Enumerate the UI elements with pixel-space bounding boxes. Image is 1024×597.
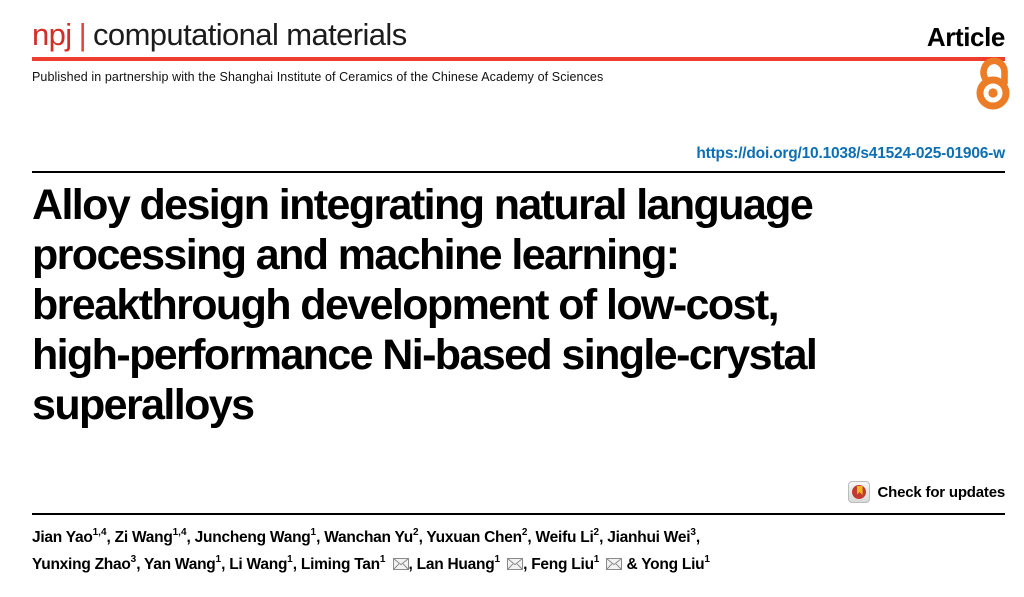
author-divider-rule — [32, 513, 1005, 515]
author: Weifu Li2 — [535, 526, 600, 546]
journal-masthead: npj | computational materials Article — [32, 15, 1005, 53]
author: Yan Wang1 — [144, 553, 222, 573]
article-title-line: Alloy design integrating natural languag… — [32, 181, 814, 229]
author: Li Wang1 — [229, 553, 293, 573]
author: Wanchan Yu2 — [324, 526, 419, 546]
partnership-statement: Published in partnership with the Shangh… — [32, 70, 604, 84]
author-affiliation-superscript: 1 — [704, 553, 710, 565]
author-affiliation-superscript: 3 — [690, 526, 696, 538]
author: Lan Huang1 — [417, 553, 524, 573]
author: Jianhui Wei3 — [607, 526, 696, 546]
author: Yunxing Zhao3 — [32, 553, 137, 573]
author: Juncheng Wang1 — [194, 526, 317, 546]
author-affiliation-superscript: 1,4 — [172, 526, 187, 538]
author-affiliation-superscript: 2 — [521, 526, 528, 538]
crossmark-icon — [847, 481, 870, 503]
article-title-line: superalloys — [32, 381, 255, 429]
black-divider-rule — [32, 171, 1005, 173]
doi-link[interactable]: https://doi.org/10.1038/s41524-025-01906… — [696, 145, 1005, 162]
author-affiliation-superscript: 3 — [130, 553, 137, 565]
article-title-line: high-performance Ni-based single-crystal — [32, 331, 818, 379]
red-divider-rule — [32, 57, 1005, 61]
author-affiliation-superscript: 1 — [379, 553, 386, 565]
author-affiliation-superscript: 1 — [494, 553, 501, 565]
article-title: Alloy design integrating natural languag… — [32, 180, 1005, 430]
doi-row: https://doi.org/10.1038/s41524-025-01906… — [32, 145, 1005, 163]
check-for-updates-label: Check for updates — [877, 483, 1006, 501]
author: Jian Yao1,4 — [32, 526, 107, 546]
check-for-updates-button[interactable]: Check for updates — [32, 480, 1005, 504]
author: Liming Tan1 — [301, 553, 409, 573]
journal-logo-separator: | — [78, 17, 87, 52]
mail-icon[interactable] — [507, 557, 524, 570]
author: Feng Liu1 — [531, 553, 623, 573]
open-access-icon — [973, 57, 1014, 115]
author-affiliation-superscript: 1 — [215, 553, 222, 565]
author: Yong Liu1 — [641, 553, 710, 573]
author-affiliation-superscript: 1 — [287, 553, 293, 565]
author: Yuxuan Chen2 — [426, 526, 528, 546]
journal-logo-npj: npj — [32, 17, 72, 52]
mail-icon[interactable] — [392, 557, 409, 570]
author-list: Jian Yao1,4, Zi Wang1,4, Juncheng Wang1,… — [32, 522, 1005, 576]
article-title-line: breakthrough development of low-cost, — [32, 281, 780, 329]
author-affiliation-superscript: 2 — [593, 526, 600, 538]
author-affiliation-superscript: 2 — [413, 526, 419, 538]
article-title-line: processing and machine learning: — [32, 231, 680, 279]
journal-logo: npj | computational materials — [32, 17, 407, 53]
author-affiliation-superscript: 1 — [593, 553, 600, 565]
author-list-line1: Jian Yao1,4, Zi Wang1,4, Juncheng Wang1,… — [32, 526, 700, 546]
author: Zi Wang1,4 — [114, 526, 187, 546]
article-type-label: Article — [926, 22, 1006, 52]
mail-icon[interactable] — [606, 557, 623, 570]
author-affiliation-superscript: 1,4 — [92, 526, 107, 538]
author-affiliation-superscript: 1 — [310, 526, 317, 538]
author-list-line2: Yunxing Zhao3, Yan Wang1, Li Wang1, Limi… — [32, 553, 710, 573]
journal-logo-name: computational materials — [93, 17, 407, 52]
